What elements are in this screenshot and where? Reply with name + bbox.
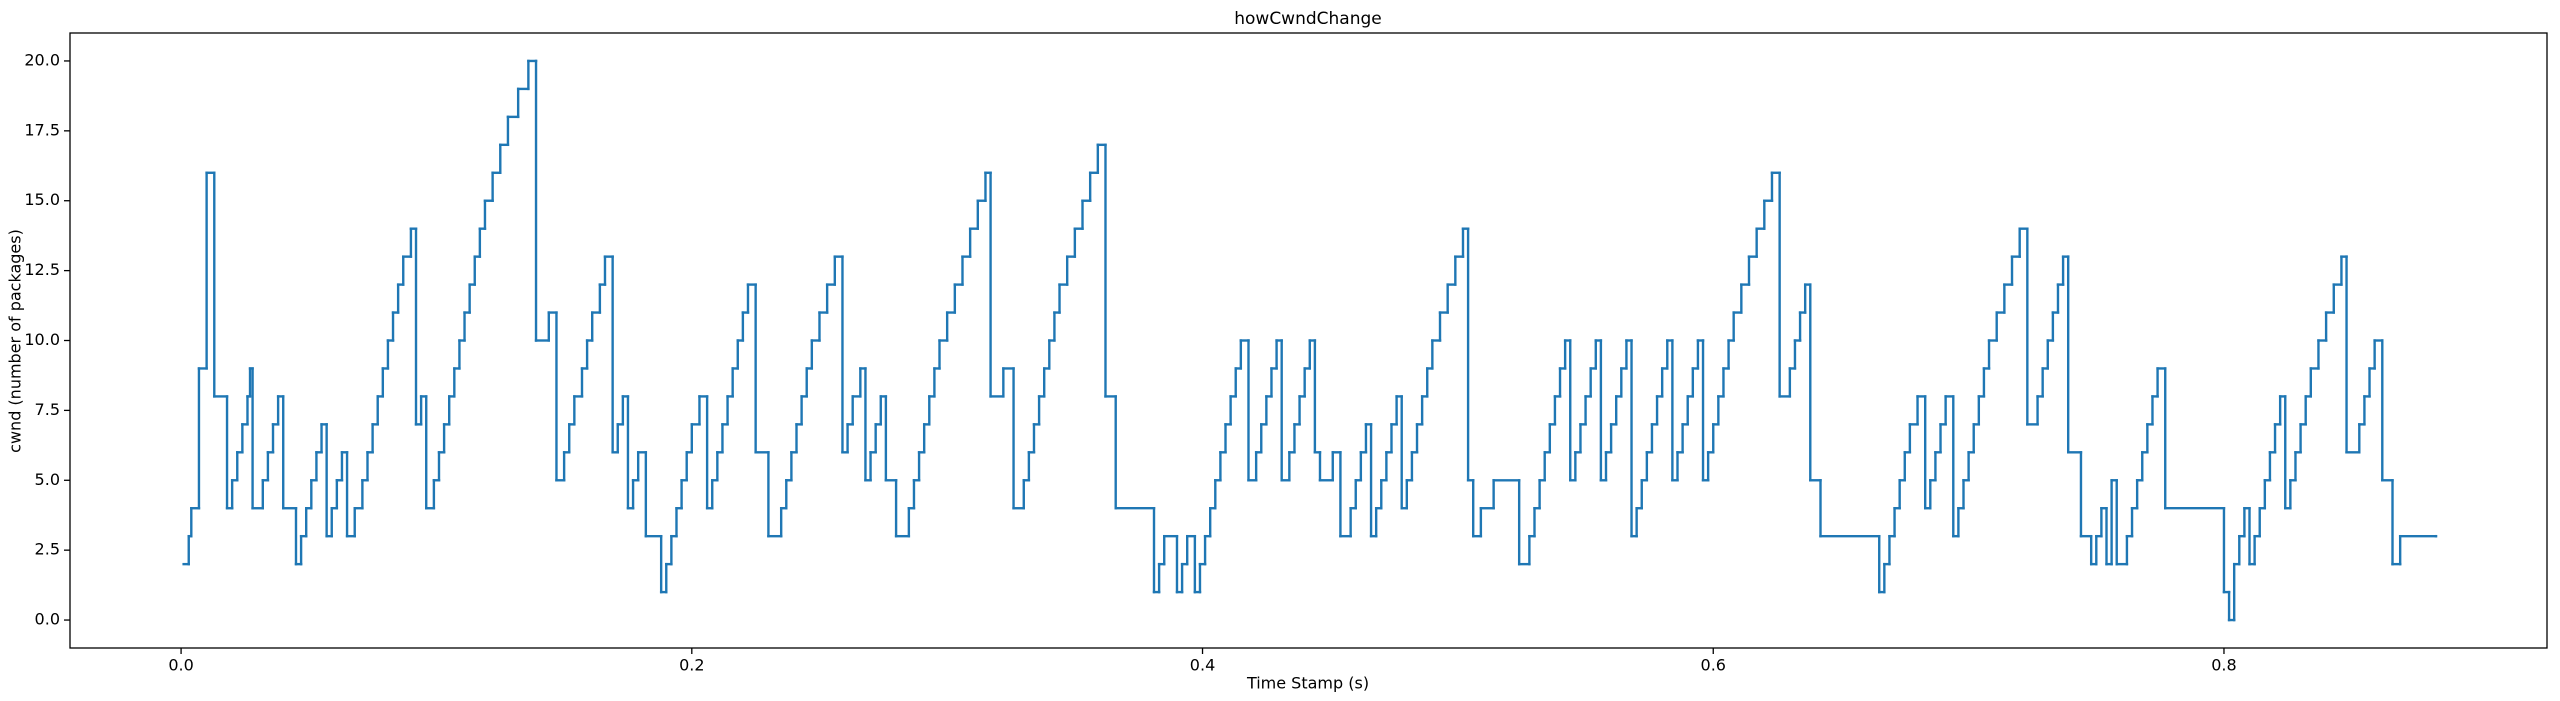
- x-axis-label: Time Stamp (s): [1246, 674, 1369, 693]
- y-tick-label: 2.5: [35, 540, 60, 559]
- x-tick-label: 0.6: [1701, 656, 1726, 675]
- y-tick-label: 5.0: [35, 470, 60, 489]
- y-tick-label: 12.5: [24, 260, 60, 279]
- y-tick-label: 10.0: [24, 330, 60, 349]
- y-tick-label: 0.0: [35, 610, 60, 629]
- series-line: [182, 59, 2438, 622]
- y-tick-label: 20.0: [24, 50, 60, 69]
- x-tick-label: 0.4: [1190, 656, 1215, 675]
- axes-frame: [69, 32, 2548, 649]
- y-tick-label: 17.5: [24, 120, 60, 139]
- y-tick-label: 15.0: [24, 190, 60, 209]
- chart-title: howCwndChange: [1234, 9, 1382, 29]
- x-tick-label: 0.8: [2211, 656, 2236, 675]
- y-axis-label: cwnd (number of packages): [6, 229, 25, 453]
- y-tick-label: 7.5: [35, 400, 60, 419]
- x-tick-label: 0.0: [168, 656, 193, 675]
- x-tick-label: 0.2: [679, 656, 704, 675]
